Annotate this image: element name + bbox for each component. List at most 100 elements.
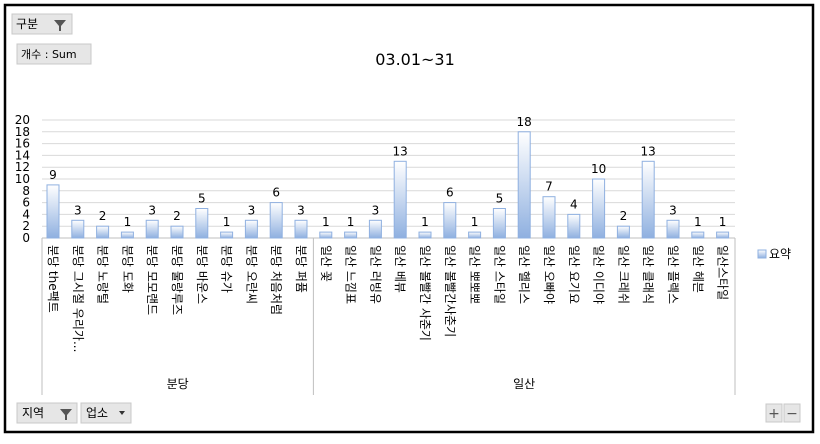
x-tick-label: 분당 슈가	[220, 245, 234, 293]
data-label: 2	[173, 209, 181, 223]
x-tick-label: 일산 클래식	[641, 245, 655, 304]
data-label: 3	[74, 203, 82, 217]
x-tick-label: 일산 플렉스	[666, 245, 680, 304]
data-label: 6	[272, 186, 280, 200]
collapse-button[interactable]	[783, 403, 801, 423]
data-label: 9	[49, 168, 57, 182]
bar	[294, 219, 308, 239]
y-tick-label: 8	[22, 184, 30, 198]
bar	[716, 231, 730, 239]
data-label: 18	[517, 115, 532, 129]
data-label: 1	[124, 215, 132, 229]
bar	[120, 231, 134, 239]
expand-label: +	[768, 406, 780, 422]
y-tick-label: 12	[15, 160, 30, 174]
bar	[344, 231, 358, 239]
bar	[393, 160, 407, 239]
data-label: 3	[297, 203, 305, 217]
data-label: 3	[669, 203, 677, 217]
data-label: 2	[620, 209, 628, 223]
y-tick-label: 4	[22, 207, 30, 221]
legend-label: 요약	[769, 246, 791, 261]
group-label: 일산	[513, 377, 535, 391]
x-tick-label: 일산 크레쉬	[616, 245, 630, 304]
data-label: 10	[591, 162, 606, 176]
axis-field-button[interactable]	[16, 402, 78, 424]
axis-field-button[interactable]	[80, 402, 132, 424]
value-field-button[interactable]	[16, 43, 92, 65]
bar	[96, 225, 110, 239]
data-label: 13	[393, 144, 408, 158]
filter-icon	[60, 409, 72, 420]
x-tick-label: 일산 오빠야	[542, 245, 556, 304]
data-label: 13	[641, 144, 656, 158]
bar	[443, 202, 457, 239]
bar	[170, 225, 184, 239]
bar	[46, 184, 60, 239]
x-tick-label: 일산 볼빨간사춘기	[443, 245, 457, 337]
bar	[71, 219, 85, 239]
data-label: 2	[99, 209, 107, 223]
data-label: 3	[372, 203, 380, 217]
filter-button[interactable]	[11, 13, 73, 35]
bar	[468, 231, 482, 239]
bar	[592, 178, 606, 239]
data-label: 6	[446, 186, 454, 200]
data-label: 1	[694, 215, 702, 229]
data-label: 1	[322, 215, 330, 229]
bar	[145, 219, 159, 239]
bar	[418, 231, 432, 239]
x-tick-label: 일산 이디야	[592, 245, 606, 304]
x-tick-label: 일산 볼빨간 사춘기	[418, 245, 432, 341]
x-tick-label: 분당 처음처럼	[269, 245, 283, 315]
data-label: 1	[471, 215, 479, 229]
bar	[368, 219, 382, 239]
bar	[220, 231, 234, 239]
legend-swatch	[757, 249, 767, 259]
bar	[244, 219, 258, 239]
x-tick-label: 일산 스타일	[492, 245, 506, 304]
data-label: 5	[198, 192, 206, 206]
bar	[691, 231, 705, 239]
chart-frame	[3, 3, 815, 434]
filter-label: 구분	[16, 17, 38, 31]
bar	[641, 160, 655, 239]
y-tick-label: 2	[22, 219, 30, 233]
axis-field-label: 지역	[22, 406, 44, 420]
x-tick-label: 분당 바운스	[195, 245, 209, 304]
axis-field-label: 업소	[86, 406, 108, 420]
x-tick-label: 일산 헤븐	[691, 245, 705, 293]
bar	[195, 208, 209, 239]
x-tick-label: 분당 오란씨	[244, 245, 258, 304]
chart-title: 03.01~31	[375, 50, 455, 69]
x-tick-label: 일산 헬리스	[517, 245, 531, 304]
x-tick-label: 분당 퍼퓸	[294, 245, 308, 293]
data-label: 7	[545, 180, 553, 194]
data-label: 1	[421, 215, 429, 229]
bar	[666, 219, 680, 239]
group-label: 분당	[167, 377, 189, 391]
x-tick-label: 분당 도화	[120, 245, 134, 293]
x-tick-label: 일산 뽀뽀뽀	[468, 245, 482, 304]
expand-button[interactable]	[765, 403, 783, 423]
x-tick-label: 일산 느낌표	[344, 245, 358, 304]
bar	[542, 196, 556, 239]
y-tick-label: 14	[15, 148, 30, 162]
data-label: 4	[570, 197, 578, 211]
data-label: 3	[248, 203, 256, 217]
filter-icon	[54, 20, 66, 31]
x-tick-label: 일산스타일	[716, 245, 730, 300]
data-label: 5	[496, 192, 504, 206]
bar	[269, 202, 283, 239]
y-tick-label: 10	[15, 172, 30, 186]
x-tick-label: 일산 러빙유	[368, 245, 382, 304]
x-tick-label: 분당 모모랜드	[145, 245, 159, 315]
collapse-label: −	[786, 406, 798, 422]
bar	[492, 208, 506, 239]
x-tick-label: 분당 노랑털	[96, 245, 110, 304]
x-tick-label: 일산 꽃	[319, 245, 333, 282]
x-tick-label: 분당 물랑루즈	[170, 245, 184, 315]
x-tick-label: 일산 요기요	[567, 245, 581, 304]
